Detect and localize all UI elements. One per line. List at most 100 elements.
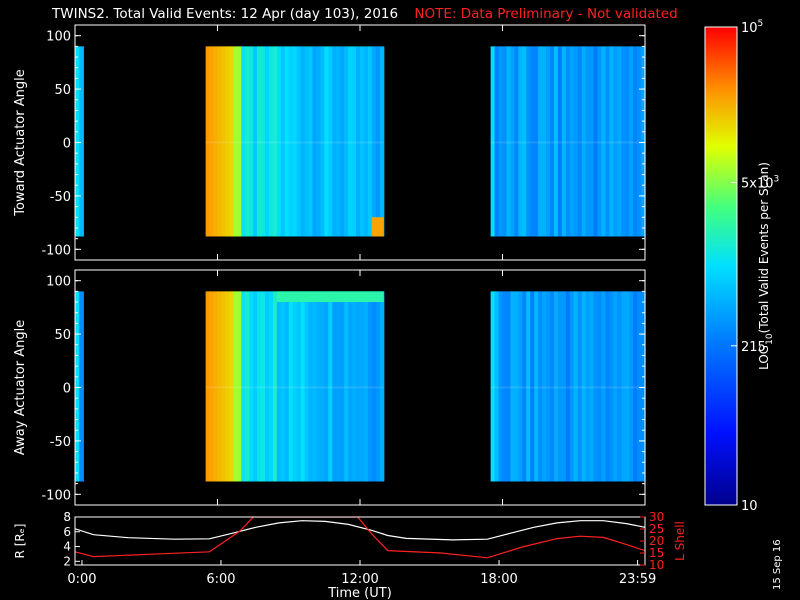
heatmap-column [593,46,599,237]
heatmap-column [617,46,622,237]
heatmap-column [375,291,381,482]
x-tick-label: 23:59 [619,572,656,587]
heatmap-column [498,291,504,482]
heatmap-column [502,46,508,237]
heatmap-column [268,46,274,237]
y-tick-label: 50 [54,83,71,98]
heatmap-column [561,291,567,482]
heatmap-column [225,291,230,482]
data-segment [205,46,385,237]
heatmap-column [522,291,527,482]
heatmap-column [494,291,500,482]
y-tick-label: 0 [63,137,71,152]
heatmap-column [498,46,504,237]
heatmap-column [621,46,626,237]
heatmap-column [237,291,242,482]
heatmap-column [510,46,515,237]
heatmap-column [261,291,266,482]
heatmap-column [352,46,357,237]
heatmap-column [502,291,508,482]
heatmap-column [367,291,373,482]
zero-band [205,386,384,389]
y-tick-label: -50 [50,190,71,205]
heatmap-column [621,291,626,482]
x-tick-label: 18:00 [480,572,517,587]
left-tick-label: 6 [63,525,71,539]
x-tick-label: 6:00 [206,572,235,587]
left-tick-label: 4 [63,540,71,554]
heatmap-column [308,291,314,482]
heatmap-column [332,291,337,482]
heatmap-column [550,46,555,237]
heatmap-column [308,46,314,237]
heatmap-column [526,46,531,237]
hotspot [371,217,384,237]
heatmap-column [494,46,500,237]
heatmap-column [625,291,630,482]
radius-line [75,520,645,541]
heatmap-column [379,291,385,482]
heatmap-column [280,291,286,482]
title-text: TWINS2. Total Valid Events: 12 Apr (day … [52,6,399,22]
heatmap-column [312,291,318,482]
heatmap-column [565,291,571,482]
heatmap-column [506,291,512,482]
heatmap-column [221,46,227,237]
heatmap-column [605,291,610,482]
colorbar-label: LOG10(Total Valid Events per Scan) [757,162,775,370]
heatmap-column [629,46,634,237]
heatmap-column [225,46,230,237]
heatmap-column [581,46,587,237]
hotspot [276,291,384,303]
right-tick-label: 30 [649,510,664,524]
chart-title: TWINS2. Total Valid Events: 12 Apr (day … [52,6,678,22]
heatmap-column [272,46,278,237]
y-tick-label: 50 [54,328,71,343]
heatmap-column [292,291,298,482]
heatmap-column [577,46,583,237]
right-tick-label: 15 [649,546,664,560]
heatmap-column [577,291,583,482]
heatmap-column [605,46,610,237]
heatmap-column [245,291,250,482]
heatmap-column [613,46,618,237]
heatmap-column [514,46,519,237]
heatmap-column [288,46,294,237]
heatmap-column [340,46,345,237]
heatmap-column [328,291,333,482]
heatmap-column [597,291,603,482]
heatmap-column [530,291,535,482]
heatmap-column [490,46,496,237]
heatmap-column [253,46,258,237]
heatmap-column [312,46,318,237]
heatmap-column [526,291,531,482]
heatmap-column [542,291,547,482]
heatmap-column [546,291,551,482]
heatmap-column [356,291,361,482]
heatmap-column [336,291,341,482]
x-axis-label: Time (UT) [327,586,392,600]
heatmap-column [245,46,250,237]
heatmap-column [265,291,270,482]
heatmap-column [268,291,274,482]
heatmap-column [573,291,579,482]
heatmap-column [344,46,349,237]
heatmap-column [363,291,369,482]
toward-panel: 100 50 0 -50 -100 Toward Actuator Angle [13,24,646,261]
heatmap-column [538,291,543,482]
heatmap-column [490,291,496,482]
y-tick-label: 100 [46,30,71,45]
heatmap-column [534,46,539,237]
heatmap-column [601,291,607,482]
heatmap-column [557,46,563,237]
heatmap-column [534,291,539,482]
heatmap-column [585,46,591,237]
heatmap-column [538,46,543,237]
heatmap-column [284,46,290,237]
zero-band [205,141,384,144]
heatmap-column [265,46,270,237]
heatmap-column [79,46,84,237]
right-tick-label: 20 [649,534,664,548]
heatmap-column [209,46,215,237]
heatmap-column [340,291,345,482]
